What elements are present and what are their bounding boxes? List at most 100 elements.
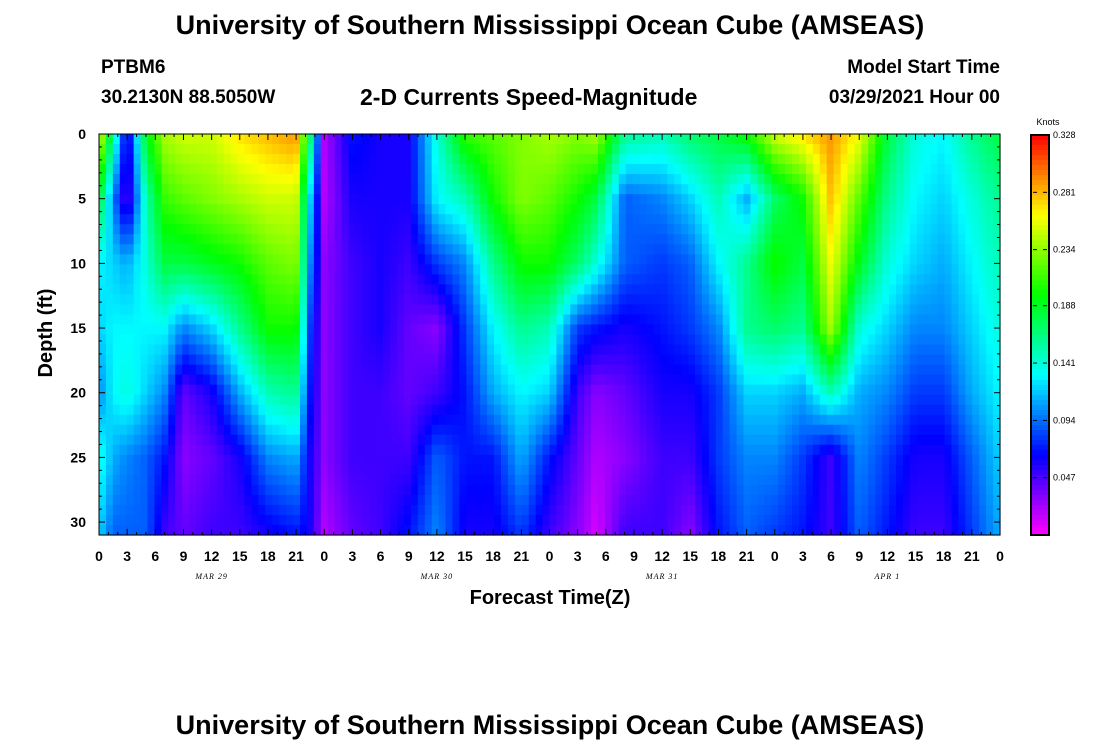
heatmap-cell (674, 164, 682, 175)
heatmap-cell (681, 294, 689, 306)
heatmap-cell (189, 194, 197, 205)
heatmap-cell (611, 154, 620, 165)
heatmap-cell (99, 264, 107, 275)
heatmap-cell (930, 174, 939, 185)
heatmap-cell (362, 134, 370, 145)
heatmap-cell (119, 194, 128, 205)
heatmap-cell (251, 364, 260, 376)
heatmap-cell (452, 374, 460, 386)
heatmap-cell (487, 484, 495, 496)
heatmap-cell (930, 434, 939, 446)
heatmap-cell (902, 204, 911, 215)
heatmap-cell (480, 164, 488, 175)
heatmap-cell (778, 324, 786, 336)
heatmap-cell (951, 514, 960, 526)
heatmap-cell (840, 254, 849, 265)
heatmap-cell (133, 184, 142, 195)
heatmap-cell (216, 434, 225, 446)
heatmap-cell (639, 214, 648, 225)
heatmap-cell (695, 234, 703, 245)
heatmap-cell (812, 394, 821, 406)
heatmap-cell (909, 204, 918, 215)
heatmap-cell (376, 134, 384, 145)
heatmap-cell (660, 314, 668, 326)
heatmap-cell (521, 194, 530, 205)
heatmap-cell (923, 214, 932, 225)
heatmap-cell (473, 254, 481, 265)
heatmap-cell (99, 394, 107, 406)
heatmap-cell (355, 244, 363, 255)
heatmap-cell (591, 174, 599, 185)
heatmap-cell (951, 294, 960, 306)
heatmap-cell (646, 464, 655, 476)
heatmap-cell (272, 324, 280, 336)
heatmap-cell (584, 254, 592, 265)
heatmap-cell (805, 514, 814, 526)
heatmap-cell (625, 224, 634, 235)
heatmap-cell (792, 184, 800, 195)
heatmap-cell (611, 184, 620, 195)
heatmap-cell (182, 494, 190, 506)
heatmap-cell (327, 374, 336, 386)
heatmap-cell (279, 184, 287, 195)
heatmap-cell (147, 354, 156, 366)
heatmap-cell (230, 204, 239, 215)
heatmap-cell (410, 144, 419, 155)
heatmap-cell (112, 234, 121, 245)
heatmap-cell (542, 284, 551, 296)
heatmap-cell (778, 384, 786, 396)
heatmap-cell (272, 394, 280, 406)
heatmap-cell (916, 334, 925, 346)
heatmap-cell (639, 354, 648, 366)
heatmap-cell (674, 214, 682, 225)
heatmap-cell (896, 454, 904, 466)
heatmap-cell (778, 464, 786, 476)
heatmap-cell (376, 204, 384, 215)
heatmap-cell (771, 484, 779, 496)
heatmap-cell (882, 394, 890, 406)
heatmap-cell (757, 464, 765, 476)
heatmap-cell (348, 164, 357, 175)
heatmap-cell (445, 504, 454, 516)
heatmap-cell (701, 414, 710, 426)
heatmap-cell (951, 284, 960, 296)
heatmap-cell (923, 294, 932, 306)
heatmap-cell (854, 164, 862, 175)
heatmap-cell (369, 364, 377, 376)
heatmap-cell (937, 504, 946, 516)
heatmap-cell (355, 194, 363, 205)
heatmap-cell (334, 174, 343, 185)
heatmap-cell (930, 324, 939, 336)
heatmap-cell (771, 334, 779, 346)
heatmap-cell (778, 474, 786, 486)
heatmap-cell (528, 414, 537, 426)
heatmap-cell (147, 314, 156, 326)
heatmap-cell (362, 214, 370, 225)
heatmap-cell (286, 194, 294, 205)
heatmap-cell (625, 514, 634, 526)
heatmap-cell (445, 394, 454, 406)
heatmap-cell (688, 354, 696, 366)
heatmap-cell (105, 234, 114, 245)
heatmap-cell (313, 164, 322, 175)
heatmap-cell (958, 264, 966, 275)
heatmap-cell (376, 174, 384, 185)
heatmap-cell (452, 164, 460, 175)
heatmap-cell (299, 424, 308, 436)
heatmap-cell (126, 184, 135, 195)
heatmap-cell (812, 514, 821, 526)
heatmap-cell (549, 424, 558, 436)
heatmap-cell (438, 344, 447, 356)
heatmap-cell (189, 134, 197, 145)
heatmap-cell (882, 174, 890, 185)
heatmap-cell (438, 364, 447, 376)
heatmap-cell (390, 154, 398, 165)
heatmap-cell (646, 404, 655, 416)
heatmap-cell (591, 304, 599, 316)
heatmap-cell (209, 244, 218, 255)
heatmap-cell (930, 314, 939, 326)
heatmap-cell (889, 304, 897, 316)
heatmap-cell (182, 134, 190, 145)
heatmap-cell (660, 394, 668, 406)
heatmap-cell (126, 484, 135, 496)
